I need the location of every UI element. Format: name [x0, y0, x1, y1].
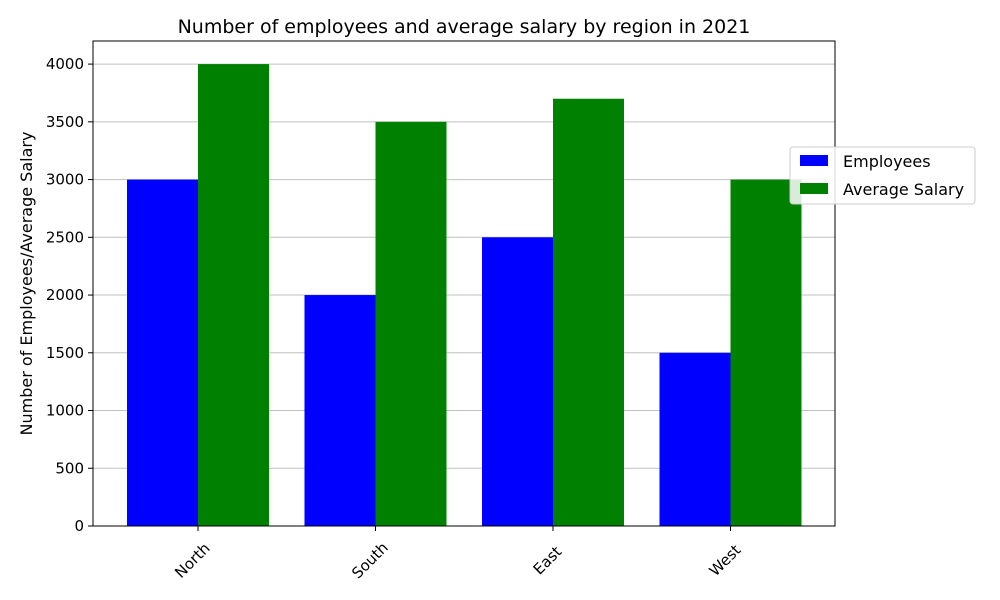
bar-employees-west	[659, 352, 731, 526]
x-axis: North South East West	[171, 526, 744, 582]
y-tick-label-1000: 1000	[46, 402, 84, 420]
chart-title: Number of employees and average salary b…	[178, 16, 751, 38]
legend-swatch-average-salary	[800, 183, 828, 194]
bar-employees-east	[482, 237, 553, 527]
y-tick-label-2500: 2500	[46, 228, 84, 246]
bar-employees-south	[304, 295, 376, 526]
legend-box	[789, 146, 976, 205]
bar-employees-north	[127, 179, 198, 527]
legend: Employees Average Salary	[789, 146, 976, 205]
bar-average-salary-north	[198, 64, 269, 526]
y-tick-label-2000: 2000	[46, 286, 84, 304]
y-tick-label-500: 500	[55, 459, 84, 477]
y-tick-label-1500: 1500	[46, 344, 84, 362]
plot-frame	[92, 40, 836, 527]
bars	[127, 64, 802, 527]
x-tick-label-west: West	[706, 541, 745, 580]
y-axis-title: Number of Employees/Average Salary	[17, 132, 36, 436]
bar-average-salary-east	[553, 98, 624, 526]
bar-average-salary-south	[375, 121, 447, 526]
x-tick-label-north: North	[171, 539, 213, 581]
y-tick-label-3000: 3000	[46, 171, 84, 189]
y-tick-label-4000: 4000	[46, 55, 84, 73]
legend-swatch-employees	[800, 155, 828, 166]
x-tick-label-east: East	[530, 543, 566, 579]
legend-label-employees: Employees	[843, 152, 931, 171]
legend-label-average-salary: Average Salary	[843, 180, 964, 199]
y-axis: 0 500 1000 1500 2000 2500 3000 3500 4000	[46, 55, 93, 535]
bar-average-salary-west	[730, 179, 802, 527]
y-tick-label-0: 0	[74, 517, 84, 535]
x-tick-label-south: South	[348, 539, 392, 583]
y-tick-label-3500: 3500	[46, 113, 84, 131]
